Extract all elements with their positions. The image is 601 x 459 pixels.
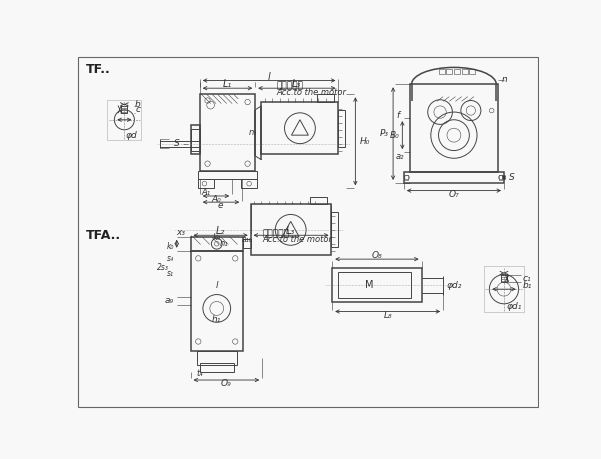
Text: A₀: A₀	[211, 196, 221, 204]
Text: 2s₃: 2s₃	[157, 263, 169, 272]
Text: f: f	[396, 112, 399, 120]
Text: k₀: k₀	[166, 242, 174, 252]
Text: A₁: A₁	[201, 188, 210, 196]
Text: 按电机尺寸: 按电机尺寸	[262, 229, 289, 238]
Text: c₁: c₁	[522, 274, 531, 283]
Bar	[332, 269, 421, 302]
Text: O₈: O₈	[371, 251, 382, 260]
Text: O₇: O₇	[448, 190, 459, 199]
Bar	[317, 95, 334, 102]
Text: φd: φd	[126, 131, 138, 140]
Text: 按电机尺寸: 按电机尺寸	[277, 81, 304, 90]
Text: φd₁: φd₁	[507, 302, 522, 311]
Bar	[310, 197, 327, 204]
Bar	[121, 106, 127, 113]
Text: S: S	[174, 139, 180, 148]
Text: TFA..: TFA..	[86, 229, 121, 242]
Bar	[454, 69, 460, 73]
Text: Acc.to the motor: Acc.to the motor	[277, 88, 347, 96]
Text: e: e	[218, 202, 224, 211]
Text: Acc.to the motor: Acc.to the motor	[262, 235, 332, 244]
Text: H₀: H₀	[360, 137, 370, 146]
Text: a₉: a₉	[165, 296, 174, 305]
Text: b: b	[135, 100, 141, 109]
Bar	[191, 251, 243, 351]
Text: h₁: h₁	[212, 315, 221, 325]
Bar	[404, 175, 409, 180]
Bar	[243, 239, 251, 248]
Bar	[332, 212, 338, 247]
Text: n₁: n₁	[220, 239, 228, 248]
Text: O₉: O₉	[221, 380, 231, 388]
Bar	[410, 84, 498, 172]
Text: l: l	[268, 72, 270, 82]
Text: L₃: L₃	[292, 79, 302, 90]
Text: L₁: L₁	[223, 79, 232, 90]
Bar	[462, 69, 468, 73]
Bar	[484, 266, 524, 312]
Text: k₉: k₉	[213, 233, 221, 242]
Bar	[251, 204, 332, 254]
Text: x₃: x₃	[176, 229, 185, 237]
Bar	[501, 274, 507, 282]
Bar	[499, 175, 504, 180]
Bar	[338, 110, 344, 147]
Bar	[197, 351, 237, 364]
Bar	[198, 171, 257, 179]
Text: s₁: s₁	[166, 269, 174, 278]
Text: l: l	[216, 281, 218, 290]
Bar	[261, 102, 338, 154]
Text: B₀: B₀	[389, 131, 399, 140]
Bar	[469, 69, 475, 73]
Text: L₈: L₈	[383, 311, 392, 320]
Text: a₂: a₂	[395, 152, 404, 161]
Bar	[191, 237, 243, 251]
Text: b₁: b₁	[522, 281, 532, 290]
Text: c: c	[135, 105, 140, 114]
Bar	[200, 363, 234, 372]
Text: L₃: L₃	[286, 226, 295, 236]
Bar	[404, 172, 504, 183]
Text: TF..: TF..	[86, 63, 111, 76]
Text: φd₂: φd₂	[446, 281, 462, 290]
Bar	[191, 129, 200, 151]
Bar	[338, 272, 411, 298]
Bar	[439, 69, 445, 73]
Text: n₁: n₁	[249, 129, 258, 137]
Text: L₂: L₂	[216, 226, 225, 236]
Text: M: M	[365, 280, 373, 290]
Bar	[200, 95, 255, 171]
Bar	[108, 100, 141, 140]
Text: a₁₀: a₁₀	[242, 235, 252, 244]
Bar	[446, 69, 453, 73]
Bar	[191, 125, 200, 154]
Bar	[242, 179, 257, 188]
Text: P₃: P₃	[379, 129, 388, 138]
Text: t₄: t₄	[197, 369, 203, 378]
Bar	[198, 179, 214, 188]
Text: S: S	[508, 173, 514, 182]
Text: s₄: s₄	[166, 254, 174, 263]
Text: n: n	[502, 75, 507, 84]
